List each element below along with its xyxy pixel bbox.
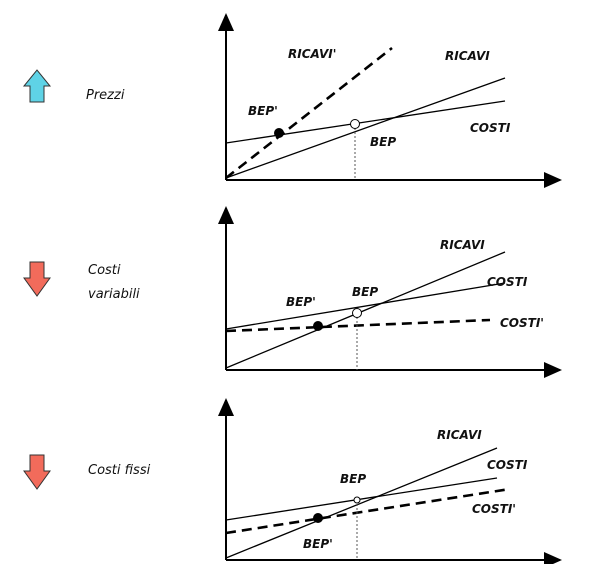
bep-point	[350, 119, 360, 129]
point-label: BEP	[370, 135, 396, 149]
point-label: BEP	[352, 285, 378, 299]
panel: Costi variabili RICAVI COSTI COSTI' BEP'…	[23, 206, 562, 378]
line	[225, 77, 506, 179]
line-label: COSTI	[470, 121, 511, 135]
line	[225, 318, 491, 333]
line-label: COSTI'	[472, 502, 516, 516]
panel: Costi fissi RICAVI COSTI COSTI' BEP BEP'	[23, 398, 562, 564]
down-arrow	[23, 261, 51, 297]
line	[225, 46, 393, 180]
side-label: Costi fissi	[88, 463, 151, 478]
line	[225, 251, 506, 369]
point-label: BEP'	[248, 104, 278, 118]
line-label: RICAVI	[440, 238, 485, 252]
bep-point	[352, 308, 362, 318]
side-label: Costi	[88, 263, 121, 278]
bep-point	[274, 128, 284, 138]
up-arrow	[22, 69, 52, 103]
line-label: COSTI	[487, 458, 528, 472]
line-label: RICAVI	[437, 428, 482, 442]
line	[225, 100, 506, 144]
down-arrow	[23, 454, 51, 490]
point-label: BEP'	[286, 295, 316, 309]
panel: Prezzi RICAVI' RICAVI COSTI BEP' BEP	[22, 13, 562, 188]
side-label: variabili	[88, 287, 140, 302]
bep-point	[313, 321, 323, 331]
bep-point	[353, 496, 361, 504]
line-label: COSTI'	[500, 316, 544, 330]
point-label: BEP'	[303, 537, 333, 551]
bep-point	[313, 513, 323, 523]
line	[225, 477, 498, 521]
line-label: RICAVI	[445, 49, 490, 63]
line-label: RICAVI'	[288, 47, 336, 61]
line	[225, 487, 511, 535]
line	[225, 447, 498, 559]
side-label: Prezzi	[86, 88, 125, 103]
point-label: BEP	[340, 472, 366, 486]
line	[225, 282, 506, 330]
line-label: COSTI	[487, 275, 528, 289]
